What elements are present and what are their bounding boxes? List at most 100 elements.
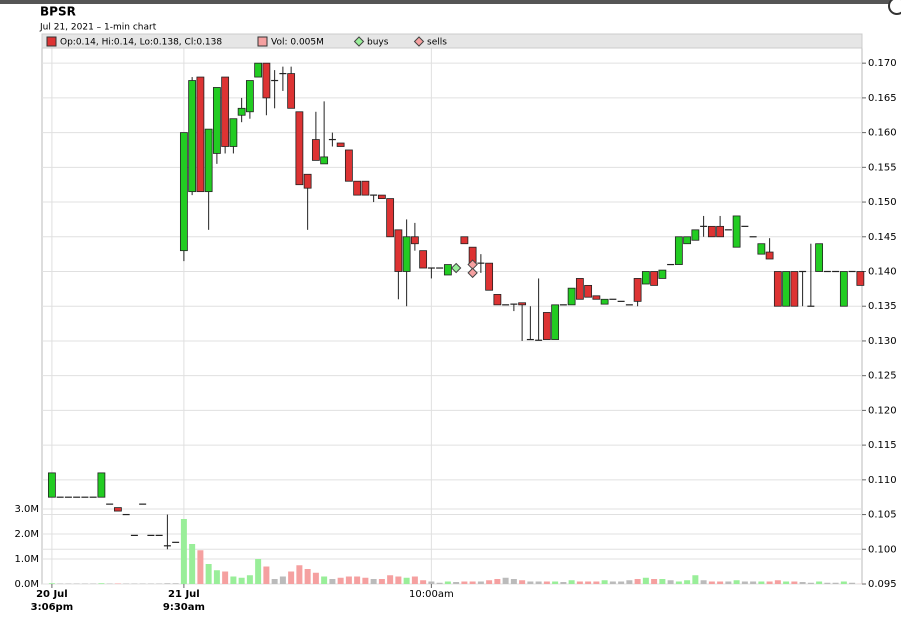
volume-bar [725, 581, 732, 584]
volume-bar [271, 579, 278, 584]
volume-bar [131, 583, 138, 584]
volume-bar [634, 579, 641, 584]
y-tick-label: 0.160 [868, 128, 897, 139]
volume-bar [263, 566, 270, 584]
candle-body [790, 271, 799, 307]
candle-body [344, 149, 353, 182]
candle-body [856, 271, 865, 286]
candle-body [221, 76, 230, 147]
y-tick-label: 0.105 [868, 510, 897, 521]
candle-body [295, 111, 304, 186]
chart-subtitle: Jul 21, 2021 – 1-min chart [39, 23, 157, 33]
close-button[interactable] [888, 0, 901, 15]
candle-body [377, 194, 386, 199]
volume-bar [791, 581, 798, 584]
candle-body [592, 295, 601, 300]
candle-body [765, 251, 774, 260]
volume-bar [461, 581, 468, 584]
y2-tick-label: 2.0M [14, 529, 39, 540]
legend-bar [41, 33, 863, 49]
candle-body [518, 302, 527, 306]
volume-bar [123, 583, 130, 584]
volume-bar [321, 576, 328, 584]
volume-bar [230, 576, 237, 584]
chart-title: BPSR [40, 5, 76, 19]
candle-body [691, 229, 700, 241]
volume-bar [48, 583, 55, 584]
volume-bar [164, 583, 171, 584]
candle-body [757, 243, 766, 255]
volume-bar [147, 583, 154, 584]
legend-markers: buys sells [353, 36, 447, 48]
x-tick-date: 21 Jul [168, 589, 200, 600]
trade-marker [467, 267, 478, 279]
volume-bar [552, 581, 559, 584]
volume-bar [403, 577, 410, 584]
candle-body [97, 472, 106, 498]
legend-marker-label: sells [427, 38, 447, 48]
volume-bar [436, 582, 443, 584]
volume-bar [98, 583, 105, 584]
volume-bar [527, 581, 534, 584]
candle-body [386, 198, 395, 238]
candle-body [353, 180, 362, 196]
candle-body [551, 304, 560, 340]
candle-body [113, 507, 122, 512]
volume-bar [832, 582, 839, 584]
candle-body [707, 225, 716, 238]
volume-bar [238, 577, 245, 584]
volume-bar [444, 581, 451, 584]
volume-bar [114, 583, 121, 584]
marks [47, 62, 865, 584]
volume-bar [667, 580, 674, 584]
candle-body [336, 142, 345, 147]
volume-bar [774, 580, 781, 584]
volume-bar [486, 580, 493, 584]
volume-bar [197, 550, 204, 584]
candle-body [658, 269, 667, 279]
candle-body [311, 139, 320, 161]
candle-body [650, 271, 659, 286]
y2-tick-label: 0.0M [14, 579, 39, 590]
candle-body [773, 271, 782, 307]
volume-bar [345, 576, 352, 584]
volume-bar [593, 581, 600, 584]
y-tick-label: 0.100 [868, 544, 897, 555]
legend-volume: Vol: 0.005M [271, 38, 324, 48]
volume-bar [304, 569, 311, 584]
candle-body [245, 80, 254, 113]
y-tick-label: 0.125 [868, 371, 897, 382]
y-tick-label: 0.140 [868, 267, 897, 278]
volume-bar [296, 565, 303, 584]
volume-bar [156, 583, 163, 584]
volume-bar [510, 579, 517, 584]
volume-bar [213, 570, 220, 584]
volume-bar [180, 519, 187, 584]
volume-bar [700, 580, 707, 584]
candle-body [188, 80, 197, 193]
volume-bar [255, 559, 262, 584]
candle-body [542, 312, 551, 340]
y-tick-label: 0.110 [868, 475, 897, 486]
volume-bar [766, 581, 773, 584]
volume-bar [387, 575, 394, 584]
volume-bar [585, 581, 592, 584]
volume-bar [642, 577, 649, 584]
candle-body [262, 62, 271, 99]
volume-bar [106, 583, 113, 584]
y-tick-label: 0.170 [868, 58, 897, 69]
volume-bar [329, 579, 336, 584]
volume-bar [717, 581, 724, 584]
volume-bar [65, 583, 72, 584]
y2-tick-label: 1.0M [14, 554, 39, 565]
volume-bar [502, 577, 509, 584]
volume-bar [90, 583, 97, 584]
volume-bar [741, 581, 748, 584]
volume-bar [783, 581, 790, 584]
y-tick-label: 0.120 [868, 405, 897, 416]
volume-bar [205, 564, 212, 584]
volume-bar [477, 581, 484, 584]
y-tick-label: 0.155 [868, 162, 897, 173]
candle-body [584, 284, 593, 298]
